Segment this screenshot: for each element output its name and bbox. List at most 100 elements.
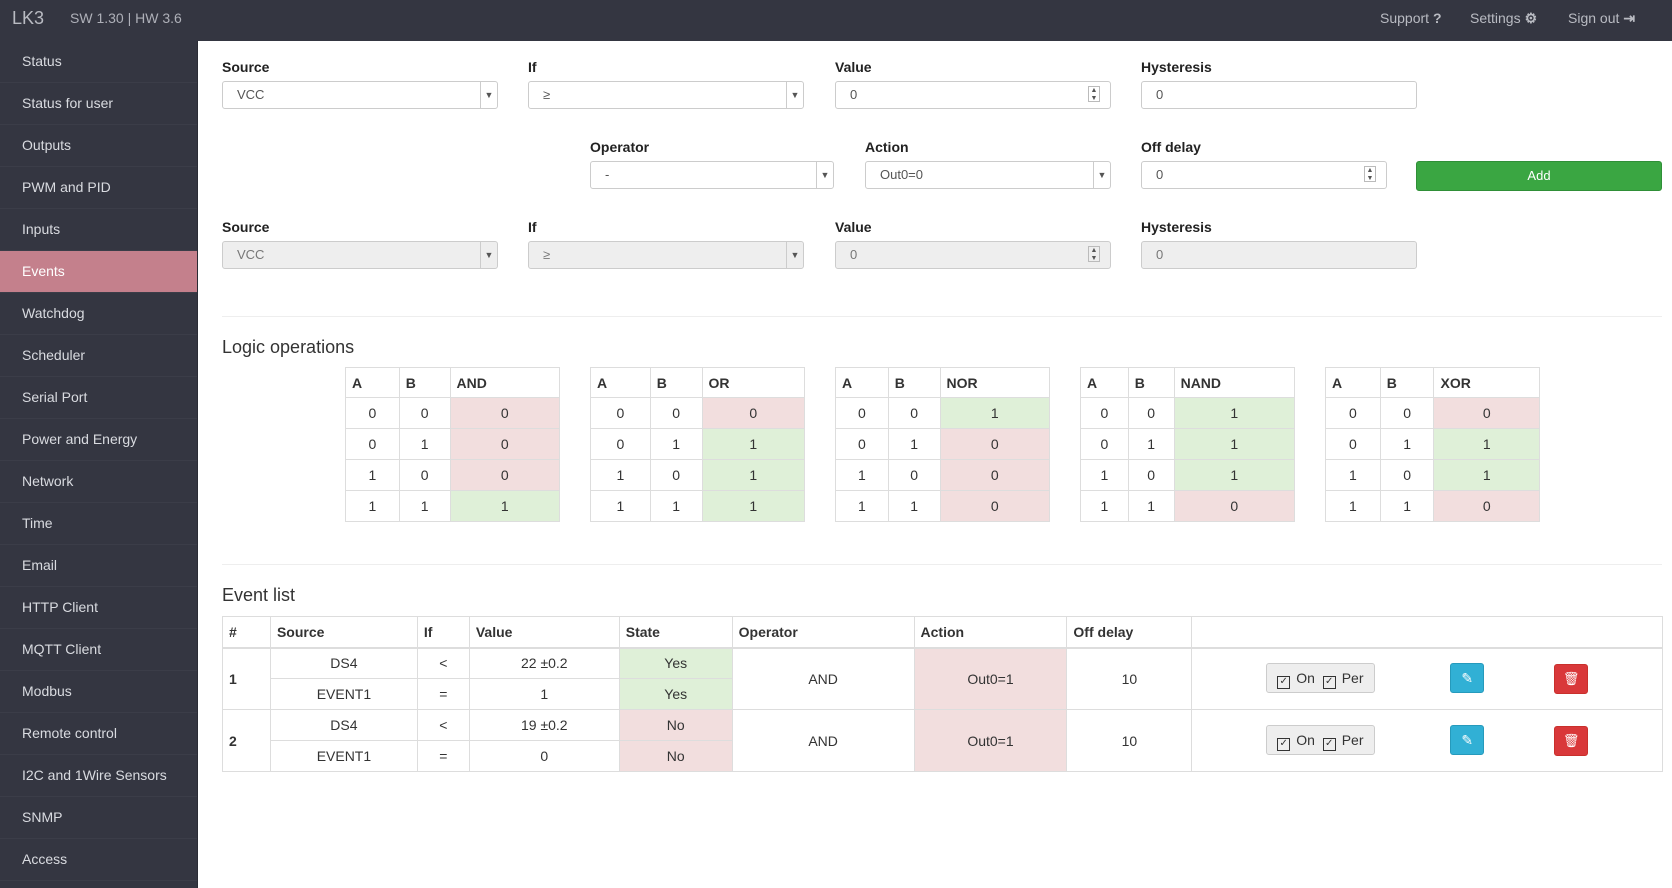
sidebar-item-http-client[interactable]: HTTP Client <box>0 587 197 629</box>
event-value: 0 <box>468 740 620 772</box>
cell: 1 <box>1173 459 1296 491</box>
offdelay-input[interactable]: 0 ▲ ▼ <box>1141 161 1387 189</box>
edit-button[interactable]: ✎ <box>1450 725 1485 755</box>
settings-link[interactable]: Settings ⚙ <box>1470 10 1537 27</box>
signout-link[interactable]: Sign out ⇥ <box>1568 10 1635 27</box>
delete-button[interactable]: 🗑 <box>1554 664 1589 695</box>
value-b-input[interactable]: 0 ▲ ▼ <box>835 241 1111 269</box>
sidebar-item-modbus[interactable]: Modbus <box>0 671 197 713</box>
signout-icon: ⇥ <box>1623 10 1636 26</box>
action-select[interactable]: Out0=0 ▼ <box>865 161 1111 189</box>
sidebar-item-remote-control[interactable]: Remote control <box>0 713 197 755</box>
event-value: 1 <box>468 678 620 710</box>
table-row: EVENT1 = 0 No <box>223 740 1663 772</box>
edit-button[interactable]: ✎ <box>1450 663 1485 694</box>
sidebar-item-power-energy[interactable]: Power and Energy <box>0 419 197 461</box>
cell: 1 <box>1173 428 1296 460</box>
col-action: Action <box>913 616 1068 649</box>
col-if: If <box>416 616 470 649</box>
source-value: VCC <box>237 87 265 102</box>
add-button[interactable]: Add <box>1416 161 1662 191</box>
event-source: EVENT1 <box>269 740 418 772</box>
value-input[interactable]: 0 ▲ ▼ <box>835 81 1111 109</box>
cell: 1 <box>1127 428 1175 460</box>
on-checkbox[interactable]: ✓ <box>1277 738 1291 751</box>
event-operator: AND <box>731 647 915 710</box>
source-select[interactable]: VCC ▼ <box>222 81 498 109</box>
sidebar-item-watchdog[interactable]: Watchdog <box>0 293 197 335</box>
source-b-select[interactable]: VCC ▼ <box>222 241 498 269</box>
version-info: SW 1.30 | HW 3.6 <box>70 10 182 26</box>
event-table: # Source If Value State Operator Action … <box>222 616 1663 772</box>
sidebar-item-pwm-pid[interactable]: PWM and PID <box>0 167 197 209</box>
sidebar-item-status-for-user[interactable]: Status for user <box>0 83 197 125</box>
on-label: On <box>1296 732 1315 748</box>
edit-icon: ✎ <box>1461 670 1474 687</box>
if-b-select[interactable]: ≥ ▼ <box>528 241 804 269</box>
cell: 1 <box>345 490 400 522</box>
sidebar-item-events[interactable]: Events <box>0 251 197 293</box>
spinner-icon[interactable]: ▲ ▼ <box>1088 246 1100 262</box>
col-a: A <box>1080 367 1129 398</box>
sidebar-item-scheduler[interactable]: Scheduler <box>0 335 197 377</box>
hysteresis-b-value: 0 <box>1156 247 1164 262</box>
edit-icon: ✎ <box>1461 732 1474 748</box>
delete-button[interactable]: 🗑 <box>1554 726 1589 756</box>
cell: 1 <box>1433 459 1540 491</box>
sidebar-item-network[interactable]: Network <box>0 461 197 503</box>
col-b: B <box>649 367 703 398</box>
trash-icon: 🗑 <box>1562 733 1580 748</box>
cell: 0 <box>398 397 451 429</box>
hysteresis-input[interactable]: 0 <box>1141 81 1417 109</box>
sidebar-item-snmp[interactable]: SNMP <box>0 797 197 839</box>
per-checkbox[interactable]: ✓ <box>1322 676 1336 690</box>
event-number: 1 <box>222 647 271 710</box>
col-b: B <box>398 367 451 398</box>
sidebar-item-serial-port[interactable]: Serial Port <box>0 377 197 419</box>
brand-logo[interactable]: LK3 <box>12 8 45 28</box>
event-controls: ✓ On ✓ Per ✎ 🗑 <box>1191 709 1663 772</box>
sidebar-item-i2c-1wire[interactable]: I2C and 1Wire Sensors <box>0 755 197 797</box>
col-a: A <box>1325 367 1381 398</box>
col-b: B <box>1379 367 1435 398</box>
cell: 1 <box>835 459 889 491</box>
operator-select[interactable]: - ▼ <box>590 161 834 189</box>
sidebar-item-time[interactable]: Time <box>0 503 197 545</box>
table-row: 2 DS4 < 19 ±0.2 No AND Out0=1 10 ✓ On ✓ Pe… <box>222 709 1663 772</box>
spinner-icon[interactable]: ▲ ▼ <box>1364 166 1376 182</box>
col-op: AND <box>449 367 561 398</box>
sidebar-item-access[interactable]: Access <box>0 839 197 881</box>
if-select[interactable]: ≥ ▼ <box>528 81 804 109</box>
support-link[interactable]: Support? <box>1380 10 1442 26</box>
cell: 0 <box>1173 490 1296 522</box>
sidebar-item-email[interactable]: Email <box>0 545 197 587</box>
chevron-down-icon: ▼ <box>480 242 497 268</box>
col-num: # <box>222 616 271 649</box>
offdelay-value: 0 <box>1156 167 1164 182</box>
cell: 0 <box>835 428 889 460</box>
event-controls: ✓ On ✓ Per ✎ 🗑 <box>1191 647 1663 710</box>
col-b: B <box>1127 367 1175 398</box>
logic-title: Logic operations <box>222 337 355 357</box>
hysteresis-b-input[interactable]: 0 <box>1141 241 1417 269</box>
if-value: ≥ <box>543 87 551 102</box>
cell: 0 <box>1379 397 1435 429</box>
cell: 1 <box>1080 459 1129 491</box>
sidebar-item-mqtt-client[interactable]: MQTT Client <box>0 629 197 671</box>
sidebar-item-status[interactable]: Status <box>0 41 197 83</box>
cell: 1 <box>1433 428 1540 460</box>
sidebar-item-inputs[interactable]: Inputs <box>0 209 197 251</box>
chevron-down-icon: ▼ <box>786 82 803 108</box>
per-checkbox[interactable]: ✓ <box>1322 738 1336 751</box>
source-b-label: Source <box>222 219 270 235</box>
event-source: DS4 <box>269 647 418 679</box>
col-controls <box>1191 616 1663 649</box>
sidebar-item-outputs[interactable]: Outputs <box>0 125 197 167</box>
cell: 1 <box>1379 428 1435 460</box>
on-checkbox[interactable]: ✓ <box>1277 676 1291 690</box>
value-value: 0 <box>850 87 858 102</box>
spinner-icon[interactable]: ▲ ▼ <box>1088 86 1100 102</box>
cell: 0 <box>887 397 941 429</box>
